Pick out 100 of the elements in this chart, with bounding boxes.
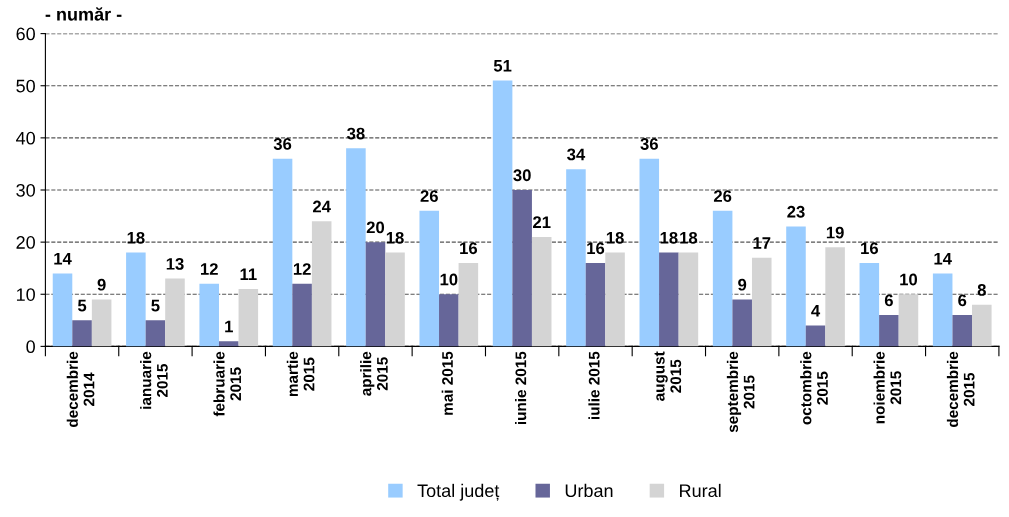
bar [346, 148, 366, 347]
x-tick-label: aprilie 2015 [360, 351, 388, 396]
legend-label: Rural [680, 483, 721, 498]
bar [932, 273, 953, 347]
bar [605, 252, 625, 347]
bar [439, 294, 459, 347]
data-label: 21 [533, 216, 551, 228]
legend-label: Urban [565, 483, 613, 498]
data-label: 10 [900, 273, 918, 286]
x-tick-label: ianuarie 2015 [140, 351, 168, 409]
bar [292, 283, 312, 347]
data-label: 12 [200, 263, 218, 275]
bar [419, 210, 440, 347]
data-label: 19 [826, 226, 844, 239]
bar [678, 252, 699, 347]
x-tick-label: decembrie 2014 [66, 351, 95, 428]
bar [805, 325, 826, 347]
x-tick-label: noiembrie 2015 [873, 351, 902, 424]
bar [311, 221, 332, 347]
y-tick-label: 40 [16, 131, 35, 145]
y-tick-label: 30 [16, 183, 35, 197]
x-tick-label: august 2015 [654, 351, 682, 401]
data-label: 5 [151, 299, 160, 312]
bar [272, 158, 293, 347]
data-label: 26 [420, 190, 438, 202]
data-label: 18 [386, 231, 404, 244]
y-tick-label: 10 [16, 288, 35, 301]
x-tick-label: martie 2015 [286, 351, 315, 397]
data-label: 51 [493, 60, 512, 72]
data-label: 8 [977, 284, 986, 296]
data-label: 9 [97, 278, 106, 291]
data-label: 24 [312, 200, 331, 213]
x-tick-label: mai 2015 [441, 351, 453, 415]
x-tick-label: iunie 2015 [515, 351, 527, 425]
bar [492, 80, 513, 347]
data-label: 34 [567, 148, 586, 161]
data-label: 36 [640, 138, 658, 150]
data-label: 1 [225, 320, 233, 333]
data-label: 30 [513, 169, 531, 182]
bar [786, 226, 806, 347]
data-label: 12 [293, 263, 311, 275]
x-tick-label: septembrie 2015 [726, 351, 755, 433]
bar [712, 210, 733, 347]
data-label: 36 [273, 138, 292, 150]
data-label: 14 [934, 252, 952, 265]
data-label: 6 [884, 294, 893, 307]
bar [218, 341, 239, 347]
data-label: 18 [680, 231, 698, 244]
data-label: 26 [713, 190, 732, 202]
data-label: 4 [811, 305, 821, 317]
data-label: 9 [738, 278, 747, 291]
bar [751, 257, 772, 347]
bar [898, 294, 919, 347]
data-label: 13 [166, 257, 184, 270]
y-tick-label: 50 [16, 79, 35, 93]
bar [91, 299, 112, 347]
bar [825, 247, 845, 347]
y-tick-label: 20 [16, 236, 35, 249]
bar [732, 299, 752, 347]
data-label: 23 [787, 205, 805, 218]
bar [639, 158, 660, 347]
legend-label: Total județ [417, 483, 500, 501]
bar [365, 242, 386, 347]
bar [385, 252, 405, 347]
bar [238, 289, 259, 347]
data-label: 10 [440, 273, 458, 286]
bar [512, 190, 532, 347]
data-label: 18 [660, 231, 678, 244]
bar [199, 283, 219, 347]
bar [859, 262, 880, 347]
y-tick-label: 60 [16, 27, 35, 41]
data-label: 38 [347, 127, 365, 140]
bar [52, 273, 73, 347]
y-tick-label: 0 [26, 340, 35, 354]
bar [126, 252, 146, 347]
data-label: 5 [77, 299, 87, 312]
bar [972, 304, 992, 347]
data-label: 18 [127, 231, 145, 244]
bar [659, 252, 679, 347]
y-axis-title: - număr - [45, 7, 122, 21]
bar [566, 169, 586, 347]
bar [165, 278, 185, 347]
bar [72, 320, 92, 347]
data-label: 17 [753, 237, 771, 249]
data-label: 18 [606, 231, 624, 244]
bar [531, 236, 552, 347]
bar [879, 315, 899, 347]
bar [458, 262, 479, 347]
data-label: 6 [958, 294, 967, 307]
x-tick-label: decembrie 2015 [946, 351, 975, 428]
x-tick-label: februarie 2015 [213, 351, 242, 417]
data-label: 20 [366, 221, 385, 234]
x-tick-label: octombrie 2015 [800, 351, 828, 425]
data-label: 16 [587, 242, 605, 255]
data-label: 16 [861, 242, 878, 255]
bar [952, 315, 973, 347]
x-tick-label: iulie 2015 [588, 351, 600, 419]
bar [585, 262, 606, 347]
data-label: 11 [240, 268, 257, 281]
bar [145, 320, 166, 347]
